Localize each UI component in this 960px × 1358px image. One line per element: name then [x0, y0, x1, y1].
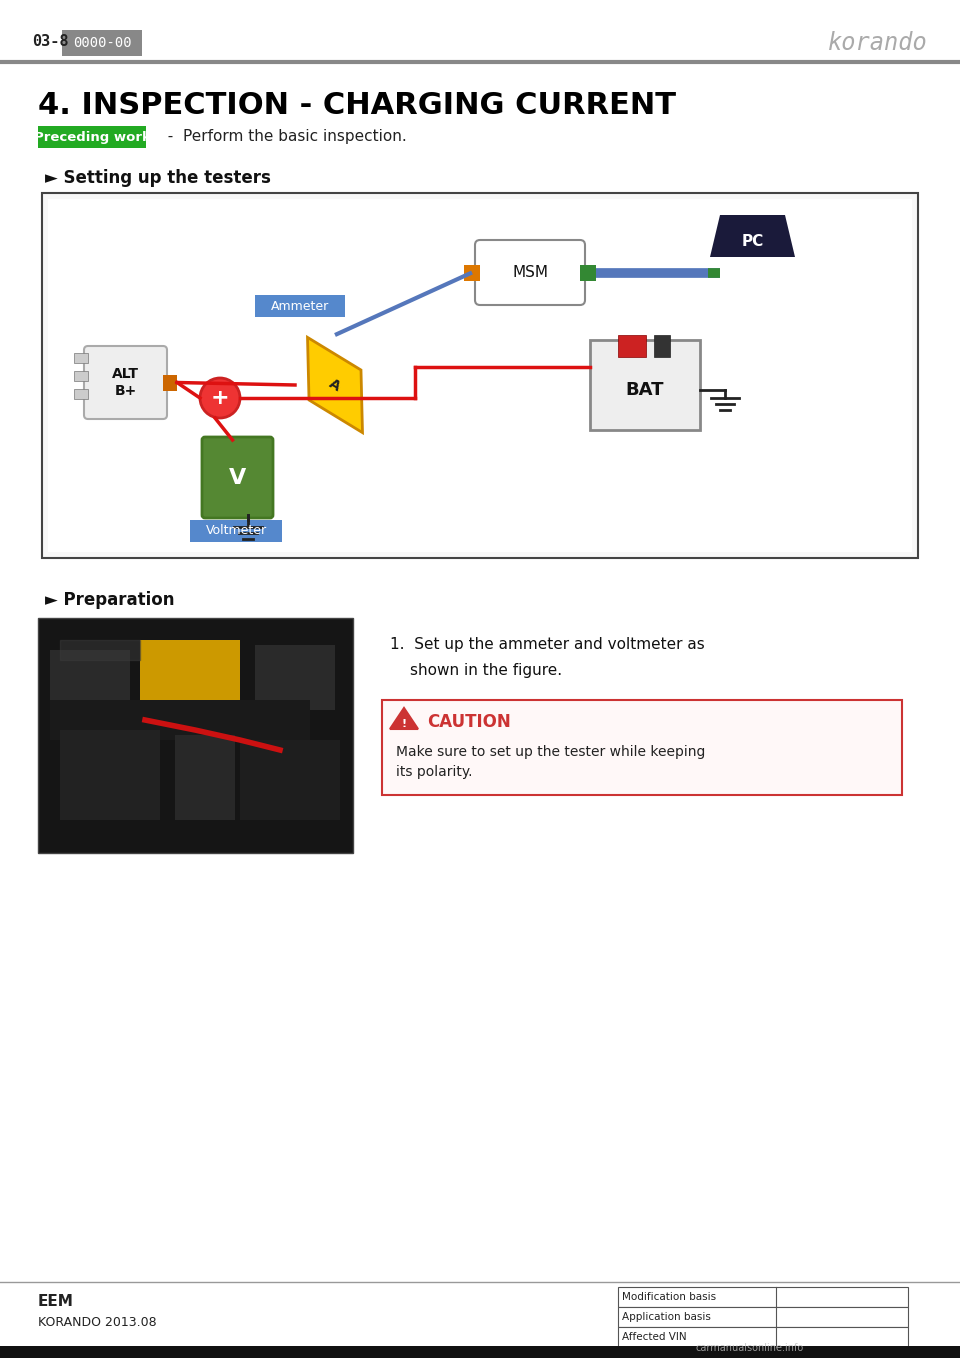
Text: Application basis: Application basis [622, 1312, 710, 1321]
FancyBboxPatch shape [475, 240, 585, 306]
Text: 1.  Set up the ammeter and voltmeter as: 1. Set up the ammeter and voltmeter as [390, 637, 705, 652]
Text: MSM: MSM [512, 265, 548, 280]
FancyBboxPatch shape [202, 437, 273, 517]
Bar [42, 193, 918, 558]
Text: ► Setting up the testers: ► Setting up the testers [45, 168, 271, 187]
Bar [590, 340, 700, 430]
Text: Ammeter: Ammeter [271, 300, 329, 312]
Bar [618, 1327, 908, 1347]
Text: Voltmeter: Voltmeter [205, 524, 267, 538]
Text: PC: PC [741, 234, 763, 249]
Bar [618, 1306, 908, 1327]
Bar [580, 265, 596, 281]
Bar [163, 375, 177, 391]
Text: its polarity.: its polarity. [396, 765, 472, 779]
Bar [464, 265, 480, 281]
Bar [74, 371, 88, 382]
Text: Preceding work: Preceding work [34, 130, 151, 144]
FancyBboxPatch shape [84, 346, 167, 420]
Bar [618, 1287, 908, 1306]
Bar [74, 353, 88, 363]
FancyBboxPatch shape [255, 295, 345, 316]
Bar [50, 650, 130, 699]
Text: ► Preparation: ► Preparation [45, 591, 175, 608]
Text: CAUTION: CAUTION [427, 713, 511, 731]
Text: korando: korando [828, 31, 928, 56]
Bar [255, 645, 335, 710]
Text: 0000-00: 0000-00 [73, 37, 132, 50]
FancyBboxPatch shape [62, 30, 142, 56]
Bar [50, 699, 310, 740]
Text: A: A [326, 376, 343, 394]
Bar [240, 740, 340, 820]
Text: V: V [228, 467, 246, 488]
Text: !: ! [401, 718, 407, 729]
Bar [38, 618, 353, 853]
Bar [60, 731, 160, 820]
Text: +: + [210, 388, 229, 407]
Text: 03-8: 03-8 [32, 34, 68, 49]
Polygon shape [307, 337, 363, 433]
Bar [140, 640, 240, 710]
Text: KORANDO 2013.08: KORANDO 2013.08 [38, 1316, 156, 1328]
Polygon shape [390, 708, 418, 729]
Text: -  Perform the basic inspection.: - Perform the basic inspection. [158, 129, 407, 144]
Bar [0, 1346, 960, 1358]
Bar [175, 735, 235, 820]
Text: Modification basis: Modification basis [622, 1291, 716, 1302]
Text: EEM: EEM [38, 1294, 74, 1309]
Text: Affected VIN: Affected VIN [622, 1332, 686, 1342]
Bar [74, 388, 88, 399]
Text: ALT
B+: ALT B+ [112, 368, 139, 398]
Text: shown in the figure.: shown in the figure. [410, 663, 563, 678]
FancyBboxPatch shape [38, 126, 146, 148]
Bar [618, 335, 646, 357]
Polygon shape [710, 215, 795, 257]
FancyBboxPatch shape [190, 520, 282, 542]
Bar [382, 699, 902, 794]
Text: BAT: BAT [626, 382, 664, 399]
Bar [48, 200, 912, 551]
Text: 4. INSPECTION - CHARGING CURRENT: 4. INSPECTION - CHARGING CURRENT [38, 91, 676, 120]
Bar [654, 335, 669, 357]
Circle shape [200, 378, 240, 418]
Text: carmanualsonline.info: carmanualsonline.info [696, 1343, 804, 1353]
Text: Make sure to set up the tester while keeping: Make sure to set up the tester while kee… [396, 746, 706, 759]
